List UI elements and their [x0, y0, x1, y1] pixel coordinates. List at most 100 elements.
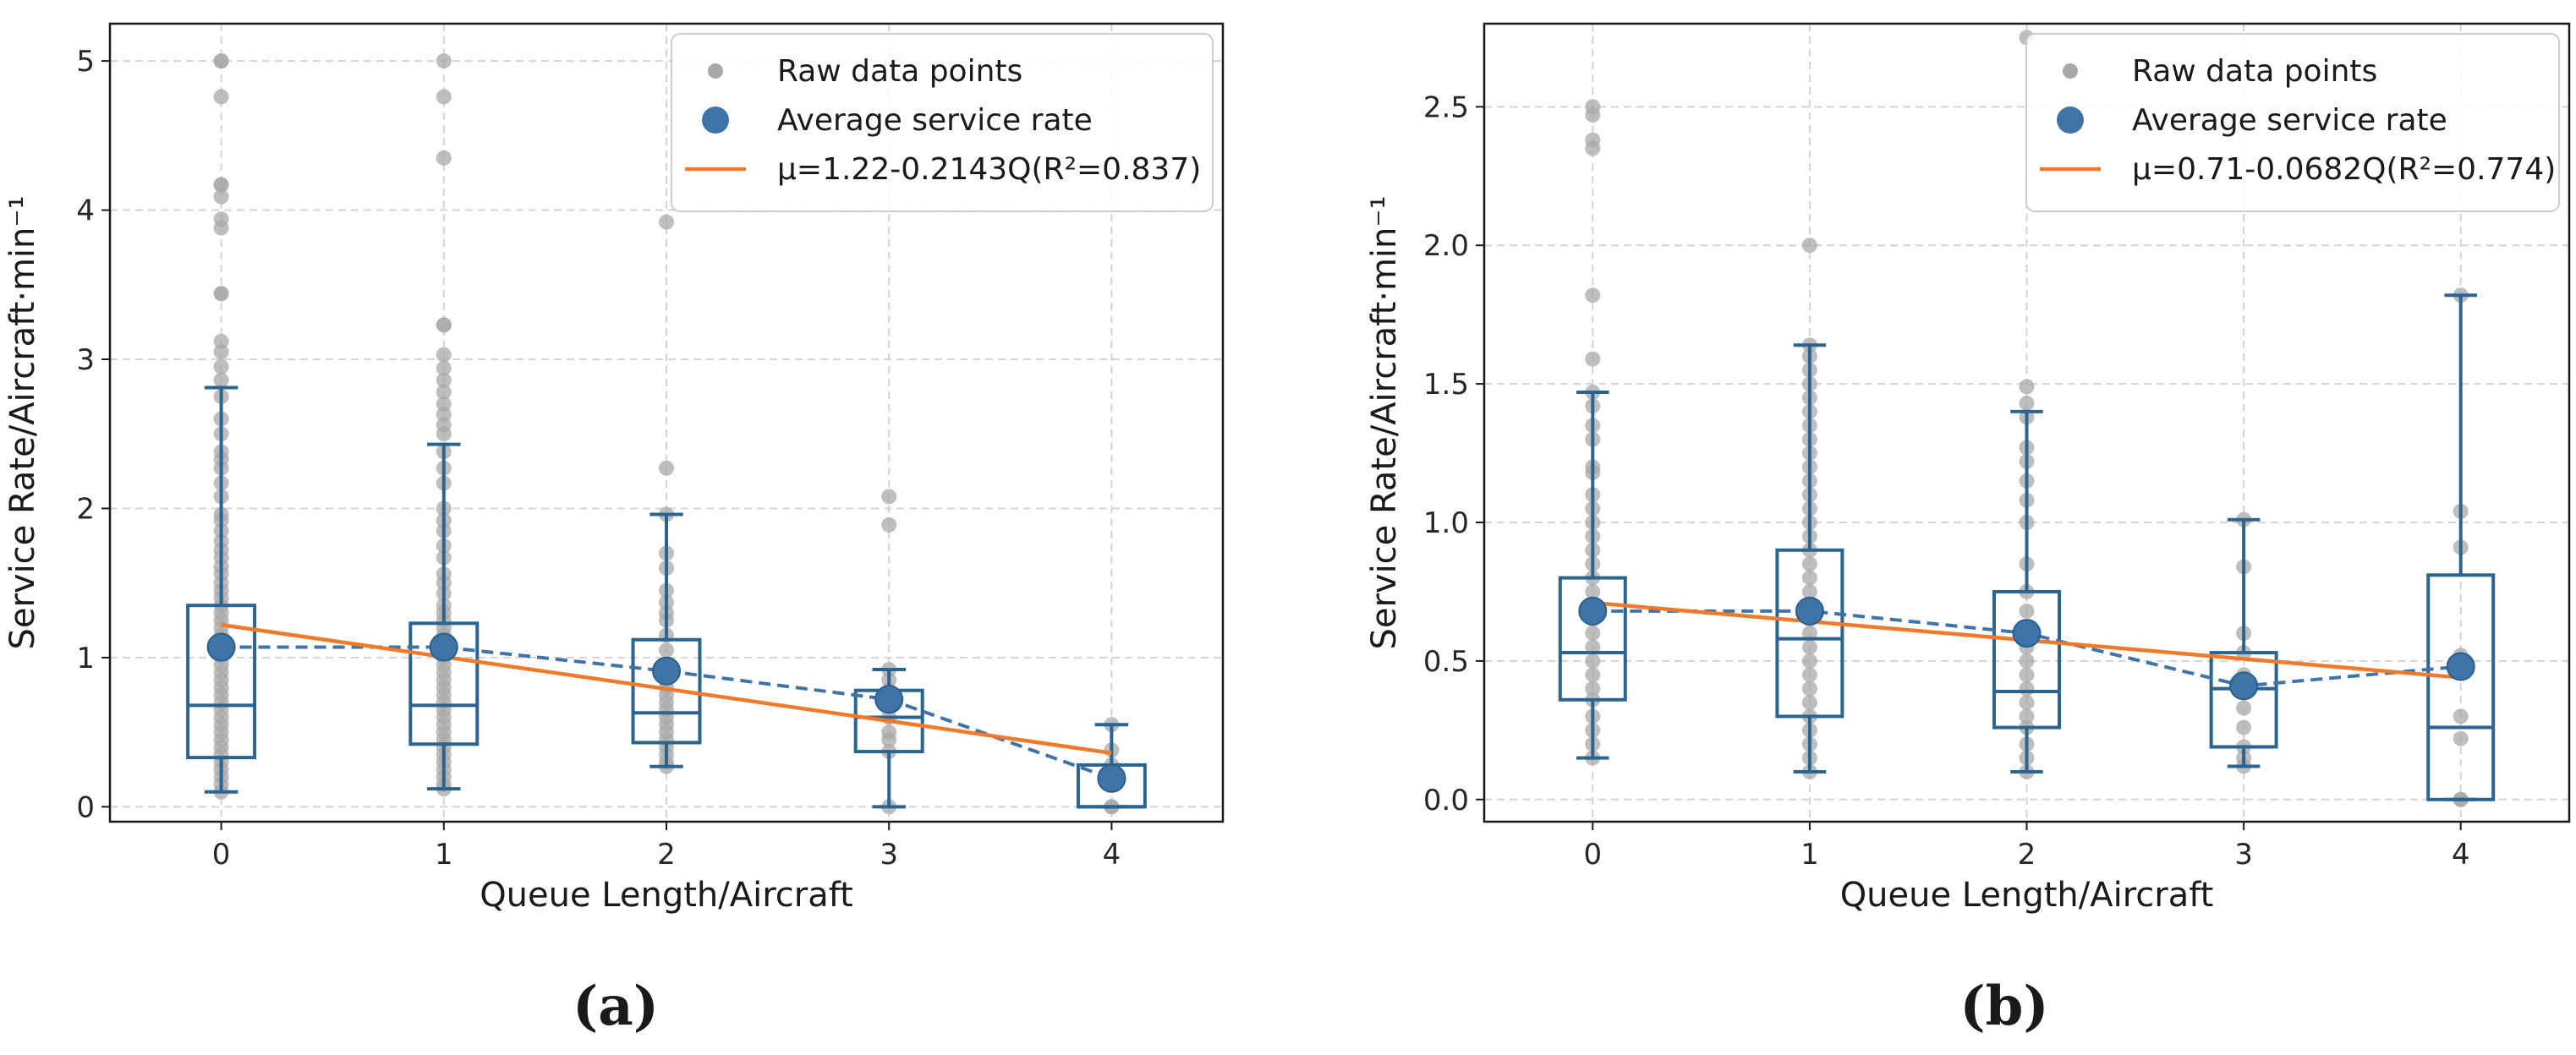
raw-data-point	[213, 177, 229, 193]
average-service-rate-point	[2446, 652, 2475, 681]
x-tick-label: 1	[1800, 838, 1819, 872]
average-service-rate-point	[2229, 671, 2259, 701]
raw-data-point	[1801, 570, 1817, 586]
legend: Raw data points Average service rate μ=0.7…	[2025, 33, 2560, 212]
y-axis-title: Service Rate/Aircraft·min⁻¹	[1365, 195, 1404, 649]
raw-data-point	[881, 731, 897, 747]
raw-data-point	[213, 358, 229, 374]
box-iqr	[631, 637, 702, 745]
y-tick-label: 2.5	[1423, 90, 1469, 124]
y-tick-label: 5	[76, 45, 95, 79]
legend-box	[2025, 33, 2560, 212]
average-service-rate-points	[206, 632, 1126, 793]
box-plot-2	[1992, 409, 2061, 773]
raw-data-point	[1585, 140, 1601, 156]
x-tick-label: 0	[212, 838, 231, 872]
box-plot-0	[186, 385, 257, 794]
raw-data-point	[1801, 626, 1817, 642]
legend-label: μ=0.71-0.0682Q(R²=0.774)	[2132, 152, 2556, 187]
raw-data-point	[436, 396, 452, 412]
average-service-rate-points	[1578, 596, 2475, 701]
y-tick-label: 0.5	[1423, 645, 1469, 679]
raw-data-point	[1801, 238, 1817, 254]
raw-data-point	[2019, 653, 2035, 669]
raw-data-point	[213, 372, 229, 388]
legend-label: Average service rate	[777, 103, 1093, 138]
legend-raw-marker	[708, 63, 723, 79]
raw-data-point	[213, 53, 229, 69]
box-plot-4	[2426, 293, 2496, 801]
legend-label: Average service rate	[2132, 103, 2447, 138]
raw-data-point	[2019, 695, 2035, 711]
box-plot-3	[2209, 517, 2278, 768]
raw-data-point	[659, 460, 674, 476]
legend-label: Raw data points	[777, 54, 1022, 89]
raw-data-point	[213, 286, 229, 302]
raw-data-point	[436, 407, 452, 423]
raw-data-point	[436, 317, 452, 333]
raw-data-point	[881, 517, 897, 533]
raw-data-point	[1585, 667, 1601, 683]
box-plots	[1558, 293, 2496, 801]
raw-data-point	[2236, 719, 2252, 735]
raw-data-point	[1585, 583, 1601, 599]
y-tick-label: 1.5	[1423, 368, 1469, 402]
raw-data-point	[659, 642, 674, 659]
x-axis-title: Queue Length/Aircraft	[1840, 876, 2214, 915]
raw-data-point	[1801, 667, 1817, 683]
box-iqr	[408, 621, 480, 746]
x-tick-label: 2	[657, 838, 676, 872]
legend-label: Raw data points	[2132, 54, 2377, 89]
raw-data-point	[213, 220, 229, 236]
raw-data-point	[2019, 603, 2035, 619]
average-service-rate-point	[652, 656, 681, 686]
raw-data-point	[2019, 681, 2035, 697]
x-tick-label: 2	[2018, 838, 2036, 872]
raw-data-point	[1585, 351, 1601, 367]
legend-label: μ=1.22-0.2143Q(R²=0.837)	[777, 152, 1201, 187]
box-iqr	[1992, 589, 2061, 730]
chart-panel-a: 0 1 2 3 4 0 1 2 3 4 5 Queue Length/Aircraft Service …	[3, 22, 1225, 1038]
y-tick-label: 2	[76, 492, 95, 526]
box-plot-0	[1558, 390, 1627, 760]
y-tick-label: 0	[76, 790, 95, 824]
average-service-rate-point	[1578, 596, 1608, 626]
raw-data-point	[659, 214, 674, 230]
x-tick-label: 3	[880, 838, 898, 872]
panel-caption: (a)	[573, 975, 659, 1038]
raw-data-point	[213, 344, 229, 360]
raw-data-point	[436, 384, 452, 400]
raw-data-point	[1801, 681, 1817, 697]
raw-data-point	[213, 189, 229, 205]
chart-panel-b: 0 1 2 3 4 0.0 0.5 1.0 1.5 2.0 2.5 Queue Length/Airc…	[1365, 22, 2571, 1038]
raw-data-point	[2019, 708, 2035, 724]
raw-data-point	[2453, 730, 2469, 746]
x-tick-label: 3	[2234, 838, 2253, 872]
average-service-rate-point	[1795, 596, 1824, 626]
x-tick-label: 4	[2452, 838, 2470, 872]
raw-data-point	[1585, 626, 1601, 642]
raw-data-point	[436, 150, 452, 166]
panel-caption: (b)	[1959, 975, 2048, 1038]
legend-average-marker	[2057, 107, 2084, 134]
raw-data-point	[1585, 107, 1601, 123]
legend-raw-marker	[2063, 63, 2078, 79]
raw-data-point	[1801, 653, 1817, 669]
x-tick-label: 1	[435, 838, 453, 872]
average-service-rate-point	[1097, 763, 1126, 793]
raw-data-point	[2236, 700, 2252, 716]
raw-data-point	[1801, 695, 1817, 711]
raw-data-point	[436, 360, 452, 376]
box-plot-2	[631, 512, 702, 768]
y-tick-label: 4	[76, 194, 95, 228]
average-service-rate-point	[429, 632, 458, 662]
raw-data-point	[436, 426, 452, 442]
raw-data-point	[1801, 583, 1817, 599]
raw-data-point	[1801, 639, 1817, 655]
y-axis-title: Service Rate/Aircraft·min⁻¹	[3, 195, 42, 649]
average-service-rate-point	[874, 685, 904, 714]
raw-data-point	[436, 89, 452, 105]
legend-box	[671, 33, 1214, 212]
raw-data-point	[2019, 667, 2035, 683]
y-tick-label: 2.0	[1423, 229, 1469, 263]
